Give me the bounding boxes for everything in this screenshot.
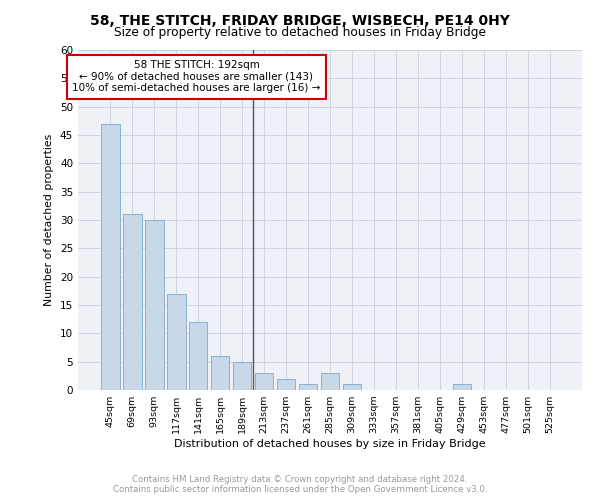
Text: Size of property relative to detached houses in Friday Bridge: Size of property relative to detached ho… — [114, 26, 486, 39]
Bar — [145, 220, 164, 390]
Bar — [233, 362, 251, 390]
Bar — [101, 124, 119, 390]
Bar — [167, 294, 185, 390]
Bar — [123, 214, 142, 390]
Text: Contains HM Land Registry data © Crown copyright and database right 2024.
Contai: Contains HM Land Registry data © Crown c… — [113, 474, 487, 494]
Bar — [211, 356, 229, 390]
Text: 58 THE STITCH: 192sqm
← 90% of detached houses are smaller (143)
10% of semi-det: 58 THE STITCH: 192sqm ← 90% of detached … — [72, 60, 320, 94]
Bar — [255, 373, 274, 390]
Text: 58, THE STITCH, FRIDAY BRIDGE, WISBECH, PE14 0HY: 58, THE STITCH, FRIDAY BRIDGE, WISBECH, … — [90, 14, 510, 28]
X-axis label: Distribution of detached houses by size in Friday Bridge: Distribution of detached houses by size … — [174, 439, 486, 449]
Y-axis label: Number of detached properties: Number of detached properties — [44, 134, 55, 306]
Bar — [452, 384, 471, 390]
Bar — [343, 384, 361, 390]
Bar — [189, 322, 208, 390]
Bar — [277, 378, 295, 390]
Bar — [320, 373, 340, 390]
Bar — [299, 384, 317, 390]
